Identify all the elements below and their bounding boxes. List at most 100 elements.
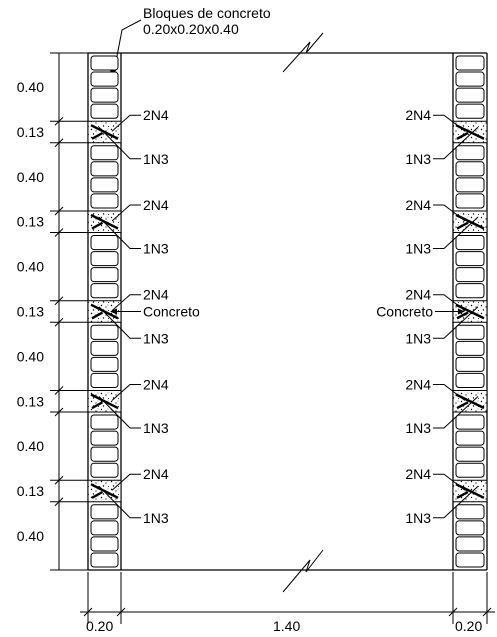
left-rebar-mark [91,311,104,320]
left-concrete-block [90,340,119,356]
vdim-tick [54,296,64,306]
label-2n4-left: 2N4 [143,107,169,123]
label-1n3-left: 1N3 [143,510,169,526]
label-concrete-right: Concreto [376,304,433,320]
leader-2n4-right [433,383,466,401]
left-concrete-block [90,267,119,283]
leader-2n4-left [111,204,141,222]
left-concrete-block [90,71,119,87]
vertical-dimension-label: 0.13 [17,304,44,320]
vdim-tick [54,475,64,485]
right-concrete-block [455,145,485,161]
leader-1n3-left [98,396,141,429]
leader-2n4-right [433,294,466,312]
vertical-dimension-label: 0.13 [17,124,44,140]
label-1n3-right: 1N3 [405,510,431,526]
left-rebar-mark [91,221,104,230]
leader-1n3-right [433,216,479,250]
left-concrete-block [90,145,119,161]
left-concrete-block [90,177,119,193]
vdim-tick [54,228,64,237]
left-concrete-block [90,462,119,478]
label-1n3-left: 1N3 [143,420,169,436]
right-rebar-mark [456,311,469,320]
vertical-dimension-label: 0.40 [17,169,44,185]
label-2n4-right: 2N4 [405,287,431,303]
right-concrete-block [455,324,485,340]
label-1n3-left: 1N3 [143,330,169,346]
right-concrete-block [455,446,485,462]
leader-1n3-right [433,396,479,429]
right-concrete-block [455,372,485,388]
leader-2n4-right [433,473,466,491]
label-2n4-left: 2N4 [143,466,169,482]
left-concrete-block [90,324,119,340]
left-concrete-block [90,283,119,299]
leader-1n3-right [433,485,479,519]
dim-right-width: 0.20 [455,618,482,634]
left-concrete-block [90,193,119,209]
vertical-dimension-label: 0.40 [17,348,44,364]
left-concrete-block [90,414,119,430]
leader-2n4-left [111,114,141,132]
right-rebar-mark [456,401,469,410]
leader-1n3-right [433,126,479,160]
vdim-tick [54,206,64,216]
right-concrete-block [455,536,485,552]
right-concrete-block [455,251,485,267]
arrow-concrete-right [458,308,465,315]
right-concrete-block [455,71,485,87]
left-concrete-block [90,251,119,267]
right-concrete-block [455,520,485,536]
left-concrete-block [90,372,119,388]
right-concrete-block [455,235,485,251]
left-concrete-block [90,520,119,536]
vertical-dimensions: 0.40 0.13 0.40 0.13 0.40 0.13 0.40 0.13 0.40 0.13… [17,79,88,544]
label-2n4-left: 2N4 [143,287,169,303]
label-2n4-left: 2N4 [143,376,169,392]
dim-middle-width: 1.40 [273,618,300,634]
label-1n3-left: 1N3 [143,241,169,257]
left-rebar-mark [90,303,119,320]
right-concrete-block [455,356,485,372]
hdim-tick-3 [448,607,458,617]
rebar-labels: 2N4 1N3 2N4 1N3 2N4 1N3 2N4 1N3 2N4 1N3 2N4 1N3 Conc… [98,107,479,526]
bottom-break-symbol [282,549,324,593]
vertical-dimension-label: 0.13 [17,393,44,409]
label-2n4-right: 2N4 [405,107,431,123]
label-1n3-right: 1N3 [405,420,431,436]
vertical-dimension-label: 0.13 [17,483,44,499]
right-rebar-mark [456,131,469,140]
right-concrete-block [455,267,485,283]
right-concrete-block [455,103,485,119]
left-rebar-mark [90,393,119,410]
right-rebar-mark [456,490,469,499]
hdim-tick-1 [83,607,93,617]
arrow-concrete-left [110,308,117,315]
vdim-tick [54,497,64,507]
left-rebar-mark [91,401,104,410]
leader-1n3-left [98,306,141,339]
left-rebar-mark [90,483,119,499]
title-line-1: Bloques de concreto [143,5,271,21]
right-concrete-block [455,504,485,520]
right-concrete-block [455,340,485,356]
right-concrete-block [455,462,485,478]
label-2n4-right: 2N4 [405,466,431,482]
label-1n3-right: 1N3 [405,151,431,167]
vdim-tick [54,386,64,395]
label-1n3-right: 1N3 [405,330,431,346]
right-concrete-block [455,177,485,193]
right-concrete-block [455,552,485,568]
dim-left-width: 0.20 [86,618,113,634]
right-concrete-block [455,161,485,177]
leader-1n3-left [98,216,141,250]
leader-1n3-left [98,126,141,160]
vdim-tick [54,138,64,148]
leader-1n3-left [98,485,141,519]
left-concrete-block [90,55,119,71]
left-rebar-mark [91,131,104,140]
leader-2n4-left [111,294,141,312]
